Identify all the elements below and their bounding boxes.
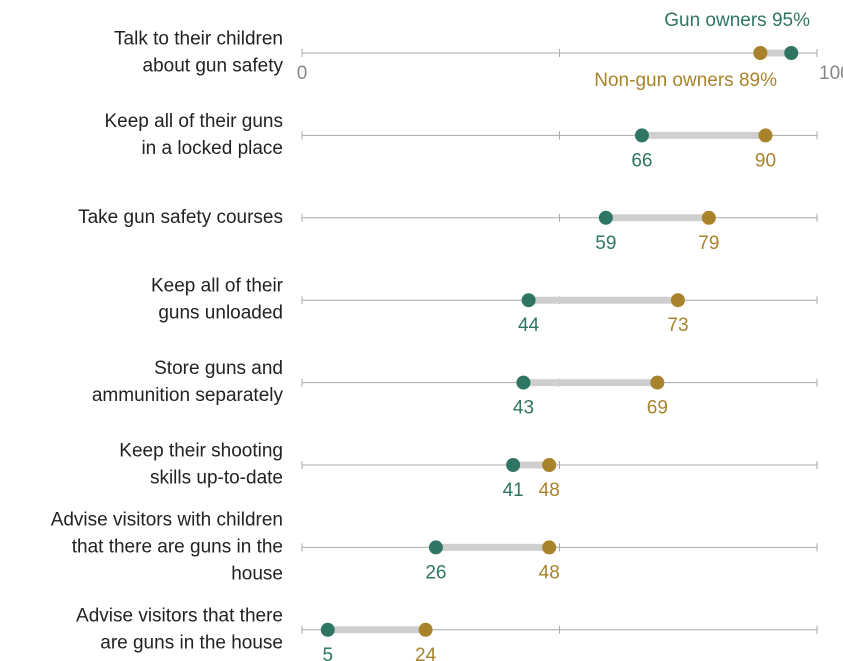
category-label: Keep all of their <box>151 276 284 297</box>
value-label: 59 <box>595 233 616 254</box>
dot <box>784 46 799 60</box>
category-label: Talk to their children <box>114 29 283 50</box>
value-label: 48 <box>539 480 560 501</box>
value-text: 89% <box>739 70 777 91</box>
dot <box>320 622 335 637</box>
category-label: skills up-to-date <box>150 468 283 489</box>
category-label: Take gun safety courses <box>78 207 283 228</box>
dot <box>542 540 557 555</box>
series-name: Gun owners <box>664 10 766 31</box>
category-label: Keep all of their guns <box>104 111 283 132</box>
category-label: Store guns and <box>154 358 283 379</box>
category-label: ammunition separately <box>92 385 284 406</box>
category-label: about gun safety <box>143 56 284 77</box>
dot <box>753 46 768 60</box>
dot <box>521 293 536 308</box>
category-label: Advise visitors with children <box>51 509 283 530</box>
dot <box>418 622 433 637</box>
category-label: that there are guns in the <box>72 536 283 557</box>
x-tick-label: 100 <box>819 63 843 84</box>
value-label: 69 <box>647 398 668 419</box>
dot <box>598 210 613 225</box>
value-label: Gun owners 95% <box>664 10 810 31</box>
dot <box>516 375 531 390</box>
x-tick-label: 0 <box>297 63 308 84</box>
value-label: Non-gun owners 89% <box>594 70 777 91</box>
dot <box>701 210 716 225</box>
category-label: Keep their shooting <box>119 441 283 462</box>
value-label: 48 <box>539 562 560 583</box>
dot <box>542 458 557 472</box>
series-name: Non-gun owners <box>594 70 733 91</box>
dot <box>634 128 649 143</box>
category-label: guns unloaded <box>158 303 283 324</box>
value-label: 43 <box>513 398 534 419</box>
value-text: 95% <box>772 10 810 31</box>
category-label: house <box>231 563 283 584</box>
value-label: 24 <box>415 645 437 661</box>
value-label: 26 <box>425 562 446 583</box>
value-label: 79 <box>698 233 719 254</box>
value-label: 73 <box>667 315 688 336</box>
category-label: are guns in the house <box>100 632 283 653</box>
dot <box>428 540 443 555</box>
value-label: 90 <box>755 150 776 171</box>
category-label: Advise visitors that there <box>76 605 283 626</box>
dot <box>758 128 773 143</box>
value-label: 41 <box>503 480 524 501</box>
value-label: 5 <box>322 645 333 661</box>
category-label: in a locked place <box>141 138 283 159</box>
dot <box>670 293 685 308</box>
value-label: 44 <box>518 315 540 336</box>
dot <box>650 375 665 390</box>
dot <box>506 458 521 472</box>
value-label: 66 <box>631 150 652 171</box>
